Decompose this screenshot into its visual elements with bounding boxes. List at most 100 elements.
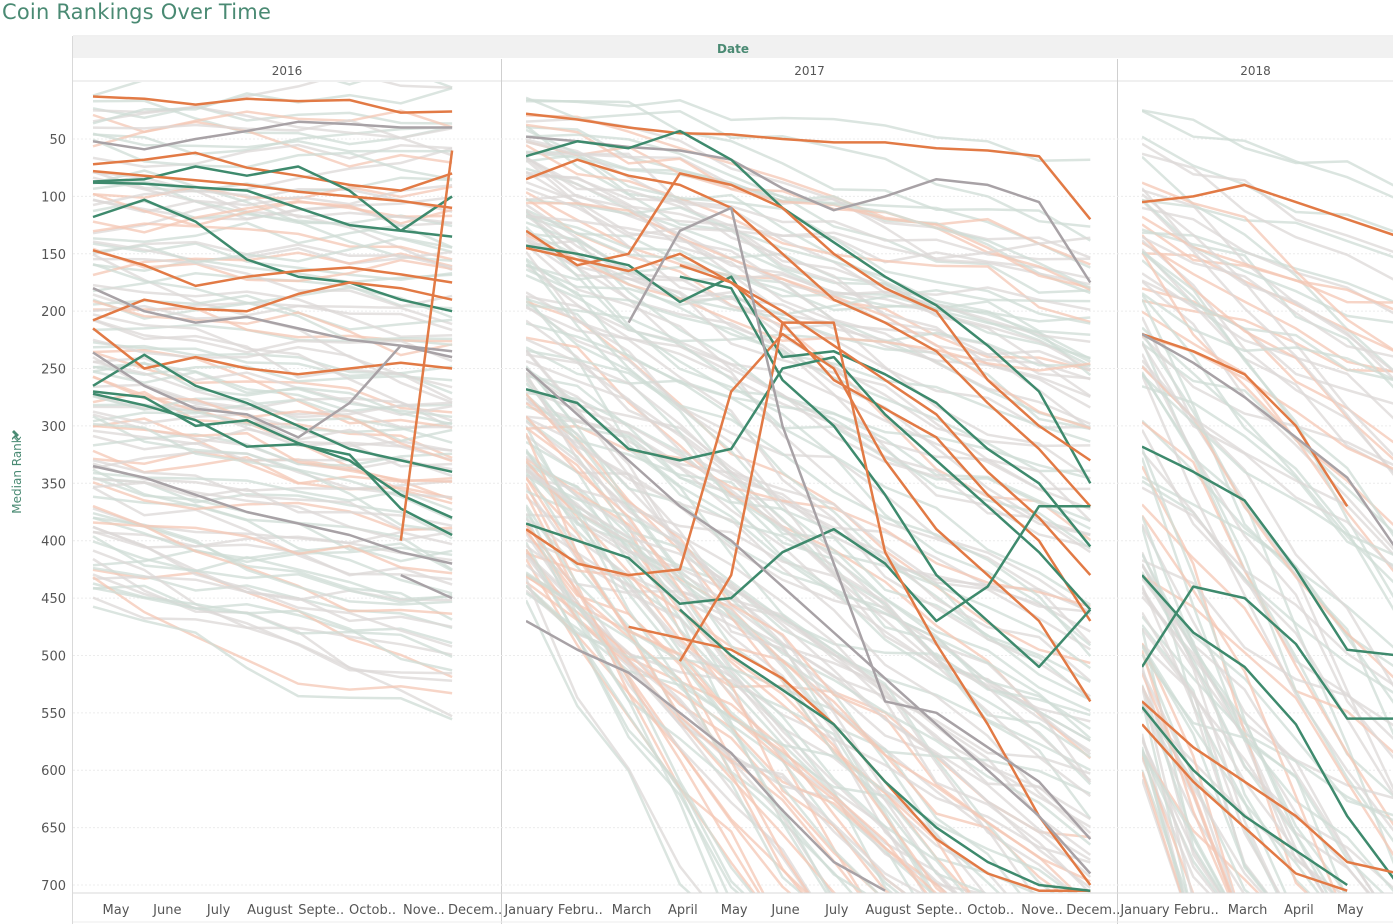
background-line [1142,152,1393,281]
background-line [526,201,1091,430]
x-tick-label: January [1119,903,1170,918]
series-line-5 [92,169,453,210]
background-line [92,87,453,125]
background-line [92,573,453,675]
background-line [1142,514,1337,893]
background-line [92,584,453,645]
background-line [526,553,907,893]
x-tick-label: Febru.. [1174,903,1219,918]
background-line [92,119,453,140]
background-line [92,459,453,532]
background-line [92,257,453,308]
background-line [92,471,453,511]
background-line [1142,373,1393,556]
background-line [526,263,1091,316]
series-line-4 [92,181,453,238]
background-line [526,114,1091,266]
background-line [1142,421,1393,827]
background-line [92,176,453,221]
background-line [526,489,1092,846]
background-line [92,349,453,429]
background-line [526,371,1091,742]
page-title: Coin Rankings Over Time [2,0,272,24]
background-line [1142,739,1222,893]
background-line [526,401,1091,633]
series-line-33 [627,206,1092,840]
background-line [1142,359,1393,688]
series-group-2018 [1142,183,1393,892]
background-line [526,571,1073,893]
background-line [526,517,926,893]
x-tick-label: Decem.. [448,903,502,918]
background-line [526,418,936,893]
background-line [526,416,1092,839]
background-line [92,221,453,249]
background-line [526,156,1091,398]
background-line [1142,737,1216,893]
series-line-22 [526,172,1091,462]
background-line [92,132,453,153]
background-line [526,555,809,893]
background-line [526,455,956,893]
y-tick-label: 150 [41,248,66,263]
background-line [1142,645,1268,893]
background-line [1142,187,1393,380]
background-line [92,188,453,235]
background-line [526,476,928,893]
y-axis-title: Median Rank [10,436,24,513]
background-line [1142,526,1287,893]
background-line [92,605,453,721]
y-tick-label: 700 [41,879,66,894]
background-line [526,477,938,893]
background-line [1142,342,1393,570]
background-line [1142,704,1246,893]
y-tick-label: 50 [49,133,66,148]
background-line [1142,292,1393,381]
background-line [1142,251,1393,573]
background-line [526,415,945,893]
background-line [92,236,453,264]
x-tick-label: May [1337,903,1364,918]
background-line [92,525,453,628]
y-tick-label: 400 [41,535,66,550]
series-line-9 [92,287,453,353]
background-line [526,482,756,893]
series-line-6 [92,198,453,313]
background-line [1142,135,1393,233]
series-line-17 [400,573,453,600]
x-tick-label: March [612,903,652,918]
series-line-40 [1142,585,1393,720]
series-line-15 [399,150,454,541]
background-line [526,123,1091,290]
background-line [92,318,453,402]
background-line [526,584,809,893]
background-line [92,247,453,283]
x-tick-label: Octob.. [349,903,396,918]
background-line [526,198,1091,363]
series-line-44 [1142,706,1348,887]
series-line-26 [526,355,1092,611]
background-line [1142,750,1260,893]
background-line [92,586,453,658]
background-line [1142,699,1189,893]
background-line [92,99,453,146]
series-line-32 [526,367,1092,875]
background-line [1142,615,1393,822]
background-line [526,233,1091,372]
background-line [92,495,453,572]
background-line [92,398,453,443]
background-line [92,240,453,269]
series-line-20 [526,129,1092,484]
year-label-2018: 2018 [1240,64,1271,78]
background-line [92,351,453,414]
background-line [526,213,1091,360]
background-line [1142,553,1348,893]
background-line [526,584,746,893]
series-line-0 [92,95,453,114]
background-line [526,99,1091,242]
series-group-2017 [526,112,1092,892]
pin-icon [12,430,20,440]
background-line [526,322,1091,530]
background-line [1142,239,1393,474]
